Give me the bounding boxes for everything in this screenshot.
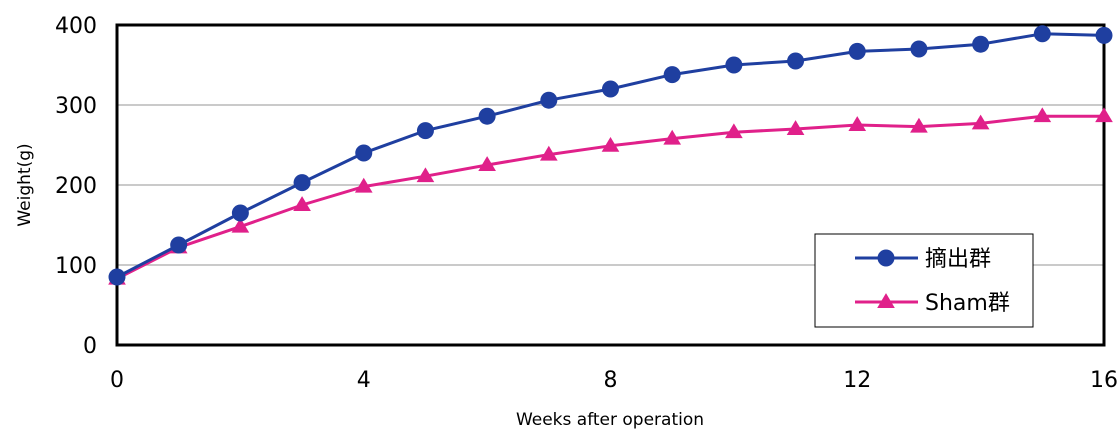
data-point [231, 204, 249, 222]
data-point [602, 80, 619, 98]
data-point [231, 217, 250, 233]
legend-box [814, 233, 1034, 328]
legend-swatch-marker [877, 249, 895, 267]
data-point [293, 174, 311, 192]
x-axis-title: Weeks after operation [516, 410, 704, 430]
y-tick-label: 100 [55, 254, 97, 279]
data-point [725, 56, 743, 74]
data-point [910, 40, 928, 58]
data-point [848, 116, 867, 131]
series-layer [108, 25, 1113, 286]
data-point [601, 136, 620, 152]
plot-frame [115, 23, 1106, 347]
legend: 摘出群 Sham群 [814, 233, 1034, 328]
legend-label: 摘出群 [925, 247, 991, 272]
y-tick-label: 300 [55, 94, 97, 119]
data-point [786, 120, 805, 135]
x-tick-label: 8 [604, 368, 618, 393]
data-point [971, 114, 990, 130]
data-point [848, 42, 866, 60]
tick-labels: 0 100 200 300 400 0 4 8 12 16 [55, 14, 1118, 393]
data-point [663, 66, 681, 84]
data-point [108, 268, 126, 286]
y-tick-label: 200 [55, 174, 97, 199]
x-tick-label: 12 [843, 368, 871, 393]
data-point [972, 35, 990, 53]
legend-label: Sham群 [925, 291, 1010, 316]
data-point [1033, 107, 1052, 123]
legend-swatch-marker [877, 293, 895, 308]
y-tick-label: 0 [83, 334, 97, 359]
data-point [354, 177, 373, 193]
data-point [910, 117, 928, 133]
data-point [663, 129, 682, 145]
data-point [355, 144, 373, 162]
data-point [1095, 26, 1113, 44]
data-point [540, 91, 558, 109]
y-axis-title: Weight(g) [15, 143, 35, 226]
data-point [725, 123, 743, 139]
x-tick-label: 4 [357, 368, 371, 393]
data-point [478, 107, 496, 125]
data-point [293, 196, 311, 211]
data-point [416, 167, 435, 183]
data-point [416, 122, 434, 140]
x-tick-label: 0 [110, 368, 124, 393]
data-point [170, 236, 188, 254]
y-tick-label: 400 [55, 14, 97, 39]
data-point [478, 156, 496, 171]
data-point [1033, 25, 1051, 43]
x-tick-label: 16 [1090, 368, 1118, 393]
data-point [539, 145, 558, 161]
data-point [787, 52, 805, 70]
data-point [1095, 107, 1113, 123]
